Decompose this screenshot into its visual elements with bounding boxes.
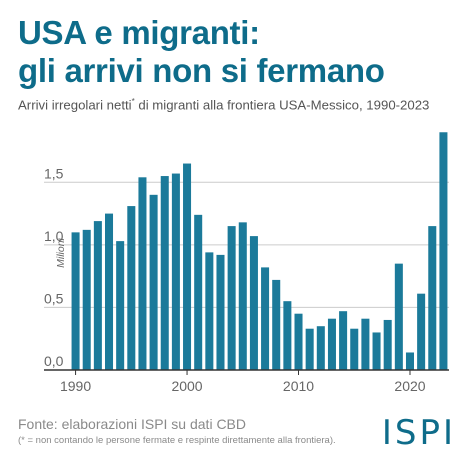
bar-2020 bbox=[405, 352, 414, 370]
bar-1990 bbox=[71, 232, 80, 370]
x-tick-label: 1990 bbox=[60, 378, 91, 394]
bar-1998 bbox=[160, 176, 169, 370]
bar-2008 bbox=[272, 279, 281, 370]
bar-2015 bbox=[350, 328, 359, 370]
chart-subtitle: Arrivi irregolari netti* di migranti all… bbox=[18, 97, 458, 112]
title-line-2: gli arrivi non si fermano bbox=[18, 52, 385, 89]
bar-2018 bbox=[383, 319, 392, 370]
bar-2023 bbox=[439, 132, 448, 370]
chart-title: USA e migranti: gli arrivi non si ferman… bbox=[18, 14, 458, 90]
bars bbox=[71, 132, 448, 370]
bar-1996 bbox=[138, 177, 147, 370]
bar-2013 bbox=[327, 318, 336, 370]
y-tick-label: 1,0 bbox=[44, 228, 64, 244]
bar-2001 bbox=[194, 214, 203, 370]
bar-2011 bbox=[305, 328, 314, 370]
bar-2022 bbox=[428, 226, 437, 370]
bar-2002 bbox=[205, 252, 214, 370]
x-tick-label: 2000 bbox=[171, 378, 202, 394]
tick-labels: 0,0 0,5 1,0 1,5 Milioni 1990 2000 2010 2020 bbox=[44, 165, 426, 394]
y-tick-label: 0,5 bbox=[44, 290, 64, 306]
ispi-logo: ISPI bbox=[381, 413, 456, 453]
bar-1994 bbox=[116, 241, 125, 370]
bar-2009 bbox=[283, 301, 292, 370]
bar-1997 bbox=[149, 194, 158, 370]
bar-2012 bbox=[316, 326, 325, 370]
bar-2014 bbox=[339, 311, 348, 370]
y-tick-label: 0,0 bbox=[44, 353, 64, 369]
y-axis-label: Milioni bbox=[55, 237, 67, 267]
bar-2000 bbox=[183, 163, 192, 370]
y-tick-label: 1,5 bbox=[44, 165, 64, 181]
bar-2021 bbox=[417, 293, 426, 370]
bar-2010 bbox=[294, 313, 303, 370]
bar-1991 bbox=[82, 229, 91, 370]
bar-1993 bbox=[105, 213, 114, 370]
x-tick-label: 2010 bbox=[283, 378, 314, 394]
x-tick-label: 2020 bbox=[394, 378, 425, 394]
bar-chart: 0,0 0,5 1,0 1,5 Milioni 1990 2000 2010 2020 bbox=[44, 132, 449, 394]
bar-2005 bbox=[238, 222, 247, 370]
bar-1992 bbox=[93, 221, 102, 370]
bar-2016 bbox=[361, 318, 370, 370]
bar-1995 bbox=[127, 206, 136, 370]
bar-2007 bbox=[261, 267, 270, 370]
subtitle-footnote-mark: * bbox=[131, 97, 135, 106]
subtitle-text-post: di migranti alla frontiera USA-Messico, … bbox=[134, 97, 430, 113]
title-line-1: USA e migranti: bbox=[18, 14, 260, 51]
axes bbox=[44, 369, 449, 375]
bar-2006 bbox=[249, 236, 258, 370]
subtitle-text-pre: Arrivi irregolari netti bbox=[18, 97, 132, 113]
footnote-text: (* = non contando le persone fermate e r… bbox=[18, 435, 336, 446]
bar-2003 bbox=[216, 254, 225, 370]
bar-2004 bbox=[227, 226, 236, 370]
bar-2017 bbox=[372, 332, 381, 370]
bar-1999 bbox=[171, 173, 180, 370]
bar-2019 bbox=[394, 263, 403, 370]
source-text: Fonte: elaborazioni ISPI su dati CBD bbox=[18, 416, 247, 432]
